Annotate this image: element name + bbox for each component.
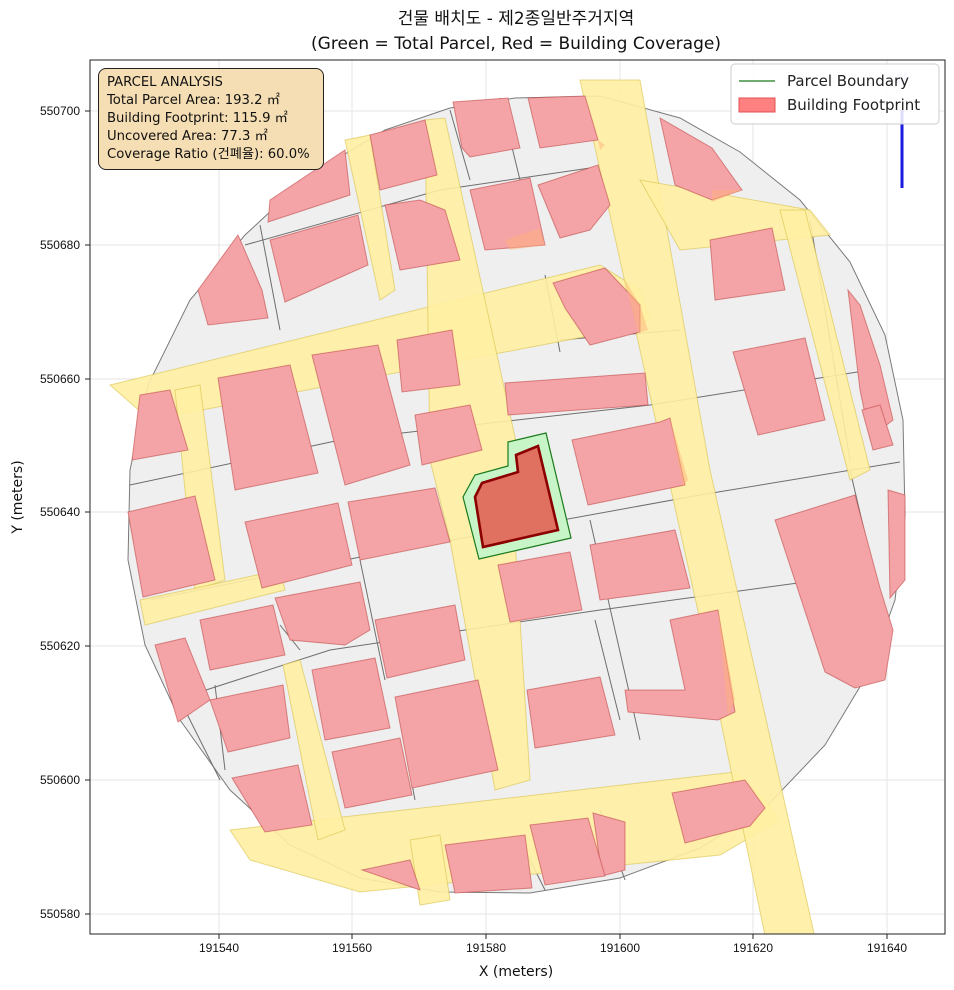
x-tick-label: 191620 [733,941,773,955]
x-tick-label: 191540 [199,941,239,955]
legend-building-swatch [738,97,776,113]
building [274,581,371,646]
info-heading: PARCEL ANALYSIS [107,75,223,90]
building [131,389,189,461]
axes-frame [89,59,946,935]
road-vertical-mid [424,117,531,791]
building [209,684,291,753]
buildings [127,95,906,894]
building [244,502,353,589]
building [732,337,826,436]
y-tick-marks [85,110,90,915]
building [444,834,533,894]
building [887,489,906,600]
building [847,288,894,439]
building-overlays [505,140,742,715]
building [671,779,766,844]
building [396,329,461,393]
x-tick-label: 191560 [332,941,372,955]
legend: Parcel Boundary Building Footprint [730,63,940,125]
building [527,95,599,149]
building [452,97,521,158]
info-building-footprint: Building Footprint: 115.9 ㎡ [107,111,288,126]
y-tick-label: 550600 [40,773,80,787]
building [231,764,313,833]
x-tick-marks [218,934,888,939]
building [269,214,369,303]
building [311,344,411,486]
y-tick-label: 550660 [40,372,80,386]
legend-building-label: Building Footprint [787,96,920,114]
building [374,604,466,679]
road-west-horizontal [139,569,286,626]
target-building [473,444,560,549]
building [529,817,606,886]
y-tick-label: 550680 [40,238,80,252]
road-vertical-north [344,134,396,301]
x-tick-label: 191600 [600,941,640,955]
building [709,227,786,301]
x-axis-label: X (meters) [479,964,553,980]
y-tick-label: 550580 [40,907,80,921]
building [504,372,649,416]
building [414,404,483,466]
building [394,679,499,789]
x-tick-label: 191640 [867,941,907,955]
y-axis-label: Y (meters) [10,460,26,534]
info-total-parcel-area: Total Parcel Area: 193.2 ㎡ [107,93,280,108]
building [199,604,286,671]
building [311,657,391,741]
building [331,737,413,809]
parcel-analysis-box: PARCEL ANALYSIS Total Parcel Area: 193.2… [98,68,324,170]
legend-parcel-label: Parcel Boundary [787,72,909,90]
info-uncovered-area: Uncovered Area: 77.3 ㎡ [107,129,268,144]
building [861,404,894,451]
building [589,529,691,601]
y-tick-label: 550640 [40,505,80,519]
building [526,676,616,749]
building [197,233,269,326]
figure-title-line1: 건물 배치도 - 제2종일반주거지역 [398,9,634,29]
y-tick-label: 550700 [40,104,80,118]
building [217,364,319,491]
building [774,494,894,689]
building [497,551,583,623]
info-coverage-ratio: Coverage Ratio (건폐율): 60.0% [107,147,310,162]
road-southwest [282,659,346,841]
road-diagonal-ne [639,179,831,251]
building [127,495,216,598]
building [360,859,421,891]
building [347,487,451,561]
y-tick-label: 550620 [40,639,80,653]
figure-title-line2: (Green = Total Parcel, Red = Building Co… [311,34,721,54]
building [369,119,438,191]
road-vertical-east [779,209,871,481]
building [384,199,461,271]
x-tick-label: 191580 [466,941,506,955]
building [537,164,611,239]
